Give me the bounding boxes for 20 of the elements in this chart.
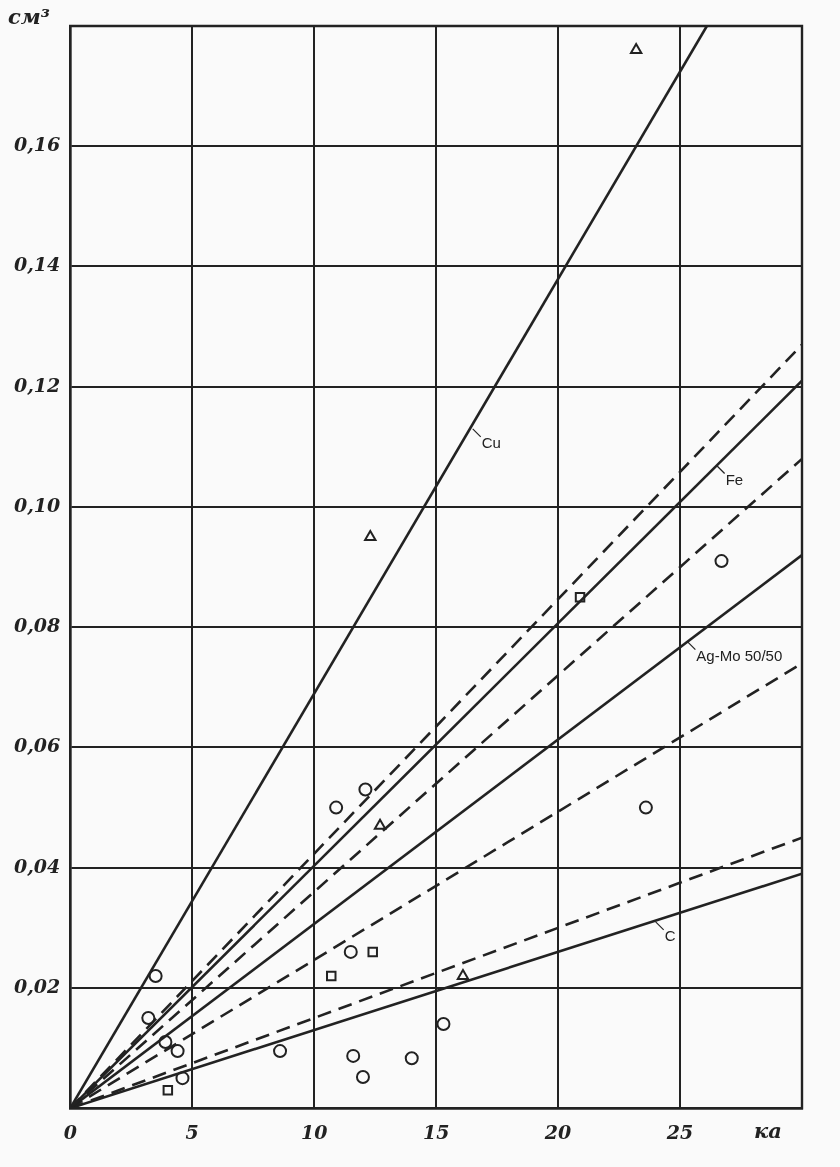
y-tick-label: 0,06 (13, 734, 61, 757)
x-axis-title: ка (754, 1118, 782, 1144)
y-tick-label: 0,04 (13, 854, 61, 877)
x-tick-label: 20 (543, 1120, 572, 1143)
annotation: Fe (725, 471, 744, 489)
y-tick-label: 0,02 (13, 974, 61, 997)
y-tick-label: 0,14 (13, 253, 61, 276)
x-tick-label: 10 (300, 1120, 328, 1143)
y-tick-label: 0,08 (13, 614, 61, 637)
x-tick-label: 0 (63, 1120, 77, 1143)
y-tick-label: 0,10 (13, 493, 61, 516)
annotation: Ag-Mo 50/50 (696, 647, 783, 665)
x-tick-label: 15 (422, 1120, 450, 1143)
y-tick-label: 0,16 (13, 133, 61, 156)
x-tick-label: 25 (665, 1120, 694, 1143)
y-tick-label: 0,12 (13, 373, 61, 396)
x-tick-label: 5 (185, 1120, 199, 1143)
annotation: Cu (481, 434, 501, 452)
annotation: C (664, 927, 676, 945)
y-axis-title: см³ (8, 3, 50, 29)
